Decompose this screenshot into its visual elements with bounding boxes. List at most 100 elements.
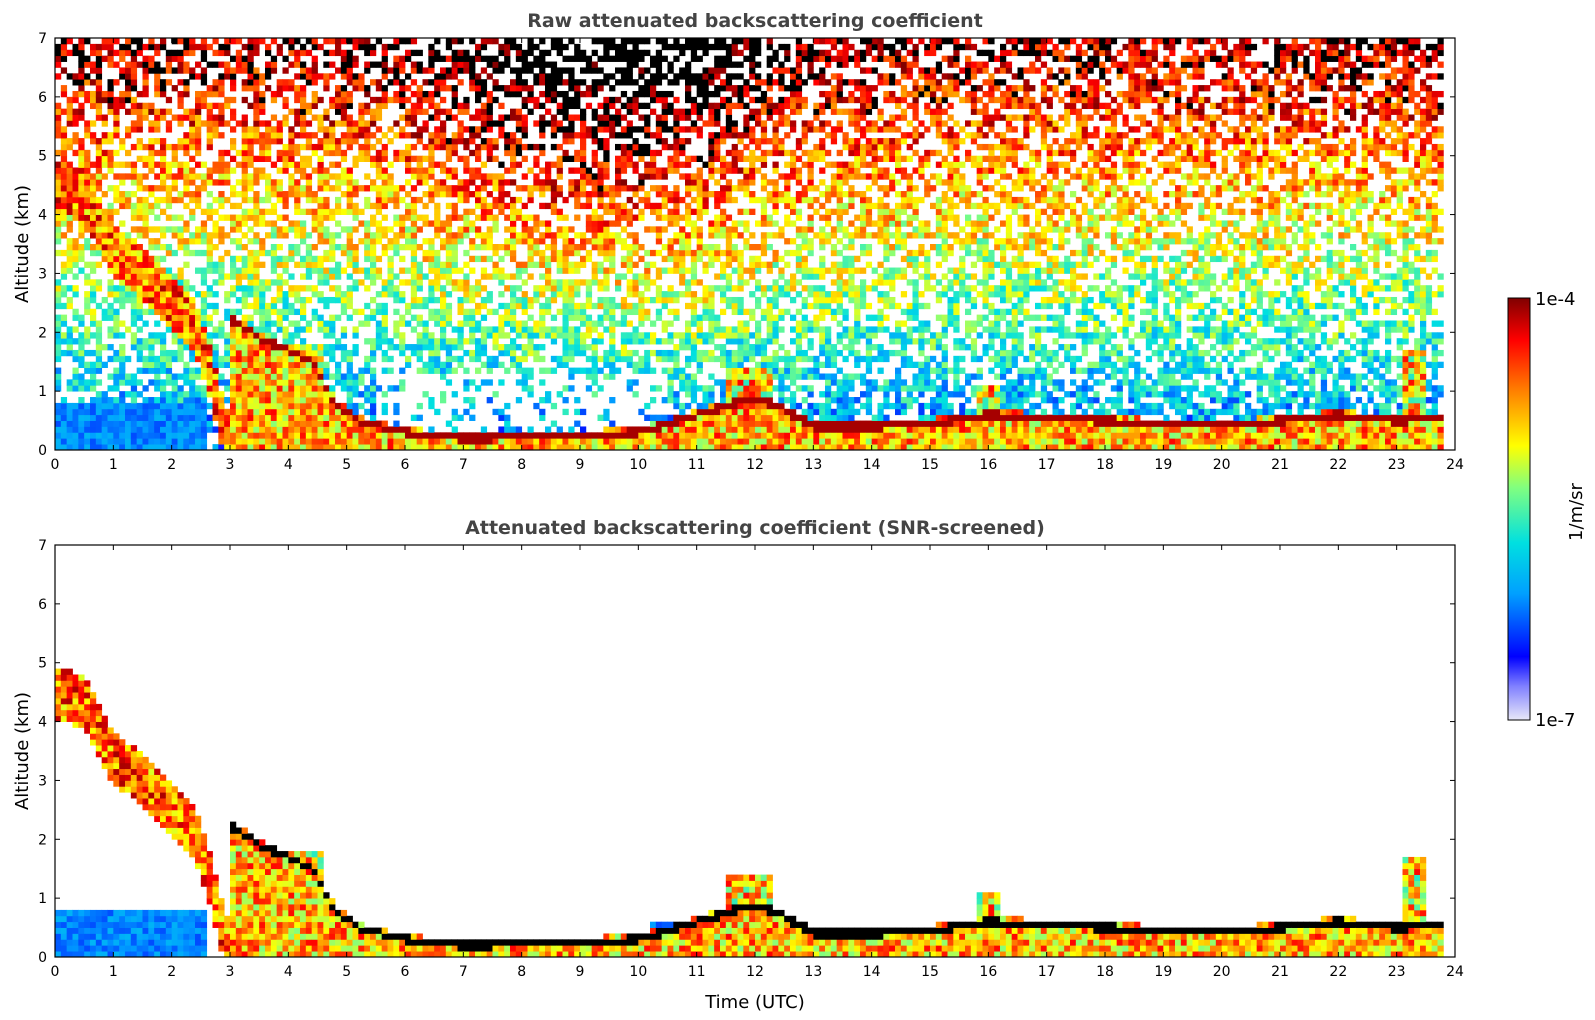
- heatmap-cell: [568, 55, 575, 62]
- heatmap-cell: [521, 49, 528, 57]
- heatmap-cell: [206, 302, 213, 310]
- heatmap-cell: [515, 438, 523, 445]
- heatmap-cell: [90, 379, 97, 386]
- heatmap-cell: [90, 138, 97, 145]
- heatmap-cell: [451, 238, 458, 245]
- heatmap-cell: [510, 344, 517, 351]
- heatmap-cell: [288, 373, 295, 380]
- heatmap-cell: [200, 43, 208, 51]
- heatmap-cell: [445, 38, 453, 45]
- heatmap-cell: [119, 202, 126, 210]
- heatmap-cell: [288, 302, 295, 310]
- heatmap-cell: [195, 326, 202, 333]
- heatmap-cell: [60, 179, 68, 186]
- heatmap-cell: [655, 444, 663, 450]
- heatmap-cell: [399, 426, 406, 433]
- heatmap-cell: [445, 314, 453, 321]
- heatmap-cell: [189, 308, 196, 316]
- heatmap-cell: [335, 244, 342, 251]
- heatmap-cell: [107, 214, 114, 221]
- heatmap-cell: [521, 367, 528, 374]
- heatmap-cell: [160, 196, 167, 204]
- heatmap-cell: [410, 267, 418, 274]
- heatmap-cell: [311, 314, 318, 321]
- heatmap-cell: [498, 426, 505, 433]
- heatmap-cell: [644, 38, 651, 45]
- heatmap-cell: [679, 173, 686, 180]
- heatmap-cell: [457, 155, 464, 162]
- heatmap-cell: [317, 291, 324, 298]
- heatmap-cell: [294, 55, 301, 62]
- heatmap-cell: [171, 149, 178, 157]
- heatmap-cell: [276, 155, 283, 162]
- heatmap-cell: [615, 444, 622, 450]
- heatmap-cell: [632, 285, 639, 292]
- heatmap-cell: [539, 202, 546, 210]
- heatmap-cell: [445, 438, 453, 445]
- heatmap-cell: [632, 291, 639, 298]
- heatmap-cell: [655, 138, 663, 145]
- heatmap-cell: [206, 232, 213, 239]
- heatmap-cell: [230, 308, 237, 316]
- heatmap-cell: [521, 185, 528, 192]
- heatmap-cell: [340, 426, 348, 433]
- heatmap-cell: [416, 61, 423, 68]
- heatmap-cell: [195, 132, 202, 139]
- heatmap-cell: [253, 179, 260, 186]
- heatmap-cell: [130, 391, 138, 398]
- heatmap-cell: [84, 96, 91, 104]
- heatmap-cell: [533, 73, 540, 80]
- heatmap-cell: [626, 155, 633, 162]
- heatmap-cell: [626, 73, 633, 80]
- heatmap-cell: [154, 426, 161, 433]
- heatmap-cell: [177, 285, 184, 292]
- heatmap-cell: [55, 438, 62, 445]
- heatmap-cell: [486, 326, 493, 333]
- heatmap-cell: [504, 332, 511, 339]
- heatmap-cell: [282, 202, 289, 210]
- heatmap-cell: [317, 173, 324, 180]
- heatmap-cell: [160, 114, 167, 121]
- heatmap-cell: [445, 291, 453, 298]
- heatmap-cell: [690, 120, 698, 127]
- heatmap-cell: [329, 208, 336, 215]
- heatmap-cell: [183, 438, 190, 445]
- heatmap-cell: [469, 402, 476, 410]
- heatmap-cell: [165, 226, 173, 233]
- heatmap-cell: [521, 126, 528, 133]
- heatmap-cell: [492, 432, 499, 439]
- heatmap-cell: [655, 38, 663, 45]
- heatmap-cell: [673, 220, 680, 227]
- heatmap-cell: [78, 161, 85, 168]
- heatmap-cell: [428, 261, 435, 268]
- heatmap-cell: [655, 132, 663, 139]
- heatmap-cell: [218, 379, 225, 386]
- heatmap-cell: [428, 114, 435, 121]
- heatmap-cell: [212, 267, 219, 274]
- heatmap-cell: [294, 361, 301, 368]
- heatmap-cell: [469, 191, 476, 198]
- heatmap-cell: [580, 232, 587, 239]
- heatmap-cell: [78, 114, 85, 121]
- heatmap-cell: [498, 291, 505, 298]
- heatmap-cell: [690, 226, 698, 233]
- heatmap-cell: [685, 208, 692, 215]
- heatmap-cell: [667, 291, 674, 298]
- heatmap-cell: [568, 120, 575, 127]
- heatmap-cell: [434, 90, 441, 98]
- heatmap-cell: [585, 326, 593, 333]
- heatmap-cell: [690, 385, 698, 392]
- heatmap-cell: [84, 326, 91, 333]
- heatmap-cell: [632, 279, 639, 286]
- heatmap-cell: [218, 114, 225, 121]
- heatmap-cell: [370, 220, 377, 227]
- heatmap-cell: [177, 408, 184, 416]
- heatmap-cell: [90, 385, 97, 392]
- heatmap-cell: [358, 373, 365, 380]
- heatmap-cell: [445, 143, 453, 151]
- heatmap-cell: [60, 202, 68, 210]
- heatmap-cell: [294, 149, 301, 157]
- heatmap-cell: [130, 179, 138, 186]
- heatmap-cell: [626, 385, 633, 392]
- heatmap-cell: [177, 338, 184, 345]
